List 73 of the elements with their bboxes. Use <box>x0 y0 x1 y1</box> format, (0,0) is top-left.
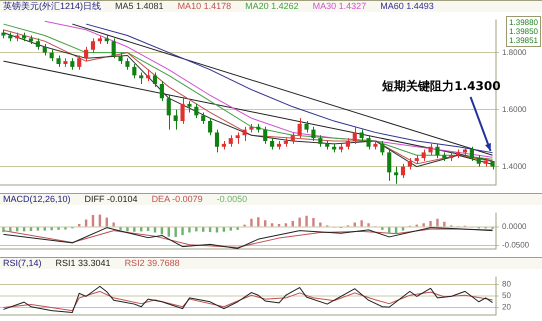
bar <box>84 219 88 226</box>
bar <box>168 227 170 237</box>
bar <box>443 222 446 226</box>
text: RSI2 39.7688 <box>124 258 180 268</box>
bar <box>16 227 18 232</box>
text: DEA -0.0079 <box>152 194 203 204</box>
y-tick-label: 50 <box>502 291 512 300</box>
bar <box>160 227 164 234</box>
bar <box>292 220 294 226</box>
bar <box>181 227 184 236</box>
bar <box>36 227 40 231</box>
annotation: 短期关键阻力1.4300 <box>381 79 501 94</box>
y-tick-label: 1.6000 <box>502 104 528 114</box>
bar <box>354 222 356 226</box>
text: MA60 1.4493 <box>380 1 434 11</box>
bar <box>360 220 363 226</box>
chart-title: RSI(7,14) <box>3 258 42 268</box>
text: MA5 1.4081 <box>115 1 164 11</box>
bar <box>429 220 432 226</box>
bar <box>2 227 5 232</box>
bar <box>236 227 239 230</box>
bar <box>50 227 53 230</box>
bar <box>312 218 315 226</box>
text: MA10 1.4178 <box>178 1 232 11</box>
y-tick-label: -0.0500 <box>502 240 530 250</box>
text: DIFF -0.0104 <box>84 194 138 204</box>
bar <box>367 223 370 226</box>
bar <box>64 227 67 230</box>
bar <box>133 227 136 232</box>
bar <box>250 218 253 226</box>
chart-title: 英镑美元(外汇1214)日线 <box>3 1 102 11</box>
bar <box>381 227 384 230</box>
y-tick-label: 0.0000 <box>502 222 528 232</box>
bar <box>106 218 108 226</box>
bar <box>284 223 288 226</box>
bar <box>202 227 204 232</box>
bar <box>112 222 115 226</box>
chart-title: MACD(12,26,10) <box>3 194 71 204</box>
bar <box>174 227 177 237</box>
bar <box>44 227 46 231</box>
bar <box>422 223 425 226</box>
text: MA30 1.4327 <box>312 1 366 11</box>
bar <box>208 227 212 232</box>
bar <box>140 227 142 232</box>
bar <box>270 223 274 226</box>
bar <box>257 217 260 226</box>
bar <box>305 216 308 226</box>
y-tick-label: 1.4000 <box>502 162 528 171</box>
bar <box>126 227 129 232</box>
bar <box>264 220 266 226</box>
bar <box>195 227 198 232</box>
bar <box>9 227 12 232</box>
y-tick-label: 20 <box>502 302 512 312</box>
bar <box>78 224 80 226</box>
text: MA20 1.4262 <box>245 1 299 11</box>
y-tick-label: 80 <box>502 280 512 289</box>
info-box: 1.39880 1.39850 1.39851 <box>506 16 541 47</box>
series-label: -0.0050 <box>216 194 248 204</box>
bar <box>188 227 191 232</box>
y-tick-label: 1.8000 <box>502 48 528 57</box>
bar <box>388 227 390 233</box>
bar <box>22 227 26 232</box>
bar <box>222 227 226 232</box>
bar <box>57 227 60 230</box>
bar <box>394 227 398 234</box>
bar <box>319 222 322 226</box>
text: RSI1 33.3041 <box>56 258 111 268</box>
bar <box>119 227 122 230</box>
bar <box>230 227 232 231</box>
bar <box>98 214 102 226</box>
bar <box>298 218 301 226</box>
bar <box>146 227 150 231</box>
bar <box>436 218 439 226</box>
